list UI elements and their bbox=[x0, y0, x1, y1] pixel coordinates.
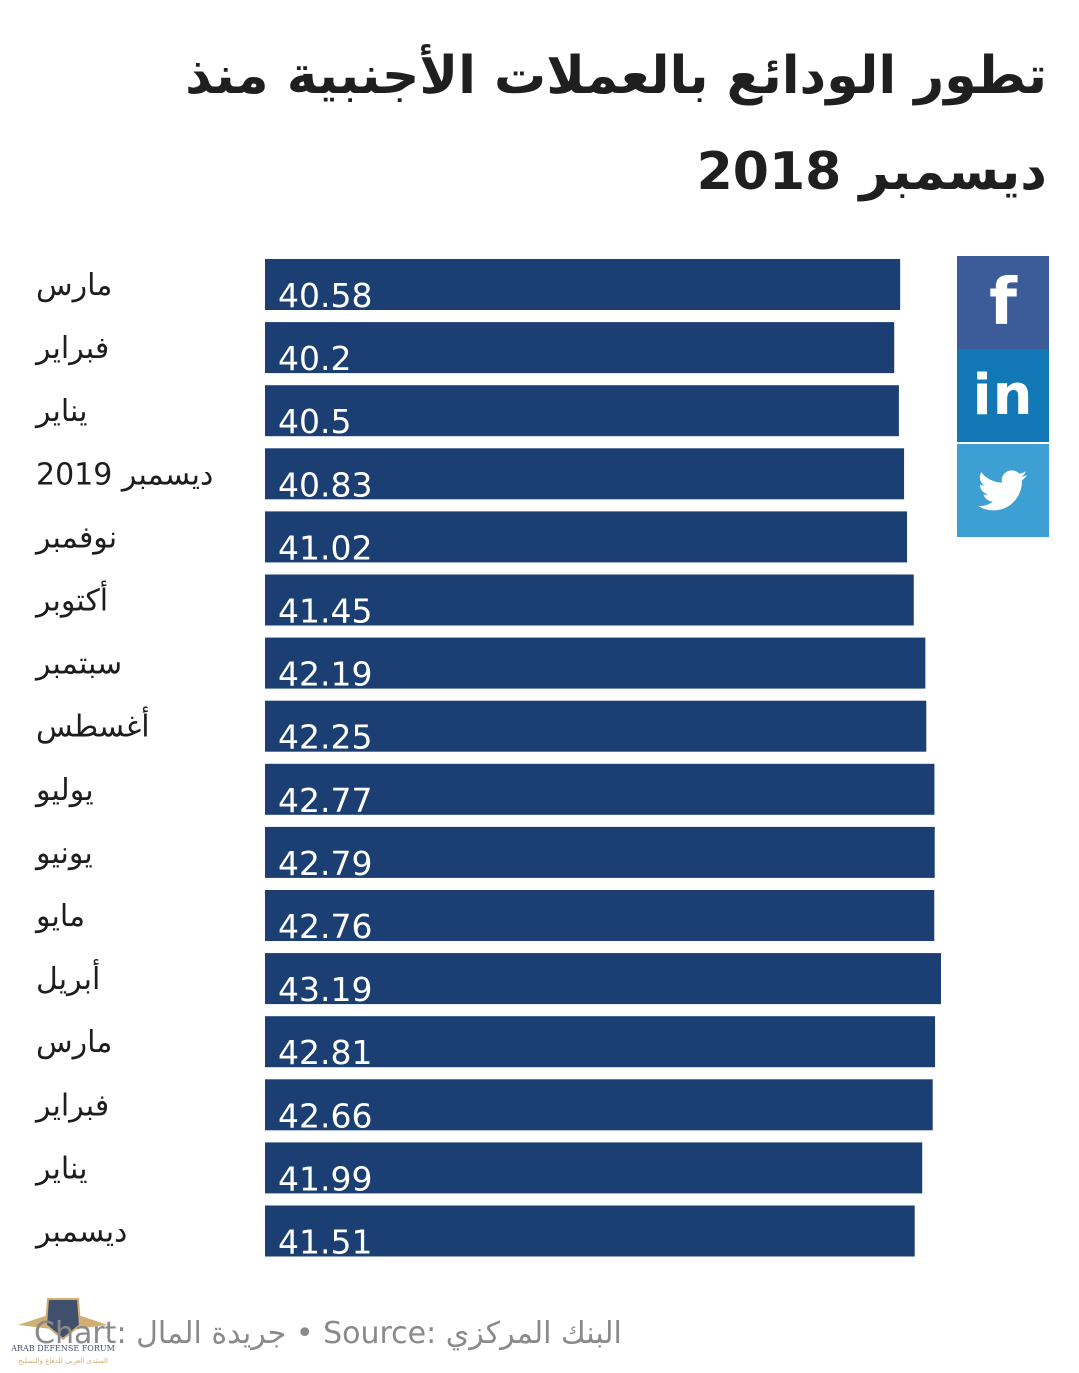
bar-value-label: 41.45 bbox=[278, 592, 372, 631]
facebook-icon: f bbox=[989, 265, 1017, 340]
bar-value-label: 42.25 bbox=[278, 718, 372, 757]
bar-value-label: 42.19 bbox=[278, 655, 372, 694]
bar-6 bbox=[265, 637, 926, 689]
category-label: أغسطس bbox=[36, 706, 150, 745]
category-label: مارس bbox=[36, 268, 112, 303]
bar-14 bbox=[265, 1142, 923, 1194]
bar-value-label: 42.77 bbox=[278, 781, 372, 820]
chart-title: تطور الودائع بالعملات الأجنبية منذ ديسمب… bbox=[185, 46, 1047, 202]
bars-group: 40.58 مارس 40.2 فبراير 40.5 يناير 40.83 ديسمبر … bbox=[34, 259, 941, 1262]
category-label: فبراير bbox=[34, 331, 109, 366]
twitter-icon bbox=[978, 469, 1028, 510]
bar-value-label: 41.51 bbox=[278, 1223, 372, 1262]
facebook-share-button[interactable]: f bbox=[957, 256, 1049, 349]
bar-value-label: 41.02 bbox=[278, 528, 372, 567]
category-label: ديسمبر bbox=[34, 1215, 127, 1250]
category-label: أكتوبر bbox=[34, 580, 108, 619]
arab-defense-forum-logo: ARAB DEFENSE FORUM المنتدى العربي للدفاع… bbox=[10, 1298, 115, 1365]
bar-value-label: 42.79 bbox=[278, 844, 372, 883]
bar-0 bbox=[265, 259, 901, 310]
bar-value-label: 41.99 bbox=[278, 1159, 372, 1198]
category-label: فبراير bbox=[34, 1088, 109, 1123]
bar-value-label: 40.5 bbox=[278, 402, 351, 441]
category-label: يوليو bbox=[34, 773, 94, 808]
bar-value-label: 42.81 bbox=[278, 1033, 372, 1072]
watermark-logo-text: ARAB DEFENSE FORUM bbox=[10, 1344, 115, 1353]
category-label: يونيو bbox=[34, 836, 93, 871]
bar-value-label: 40.2 bbox=[278, 339, 351, 378]
bar-8 bbox=[265, 763, 935, 815]
bar-value-label: 40.83 bbox=[278, 465, 372, 504]
bar-10 bbox=[265, 890, 935, 941]
bar-value-label: 42.66 bbox=[278, 1096, 372, 1135]
chart-footer: Chart: جريدة المال • Source: البنك المرك… bbox=[34, 1316, 622, 1351]
bar-value-label: 43.19 bbox=[278, 970, 372, 1009]
category-label: أبريل bbox=[36, 958, 100, 997]
category-label: سبتمبر bbox=[34, 647, 122, 682]
twitter-share-button[interactable] bbox=[957, 444, 1049, 537]
linkedin-icon: in bbox=[972, 363, 1034, 428]
category-label: يناير bbox=[34, 1151, 87, 1186]
bar-1 bbox=[265, 322, 895, 374]
category-label: نوفمبر bbox=[34, 520, 117, 555]
bar-12 bbox=[265, 1016, 936, 1068]
category-label: ديسمبر 2019 bbox=[36, 457, 213, 492]
bar-4 bbox=[265, 511, 908, 563]
category-label: مايو bbox=[34, 899, 85, 934]
bar-13 bbox=[265, 1079, 933, 1131]
watermark-logo-text-ar: المنتدى العربي للدفاع والتسليح bbox=[18, 1357, 108, 1365]
bar-7 bbox=[265, 700, 927, 752]
bar-value-label: 42.76 bbox=[278, 907, 372, 946]
bar-9 bbox=[265, 826, 935, 878]
bar-3 bbox=[265, 448, 905, 500]
bar-2 bbox=[265, 385, 899, 437]
category-label: مارس bbox=[36, 1025, 112, 1060]
category-label: يناير bbox=[34, 394, 87, 429]
bar-15 bbox=[265, 1205, 915, 1257]
bar-5 bbox=[265, 574, 914, 626]
bar-value-label: 40.58 bbox=[278, 276, 372, 315]
linkedin-share-button[interactable]: in bbox=[957, 349, 1049, 442]
bar-11 bbox=[265, 953, 941, 1005]
